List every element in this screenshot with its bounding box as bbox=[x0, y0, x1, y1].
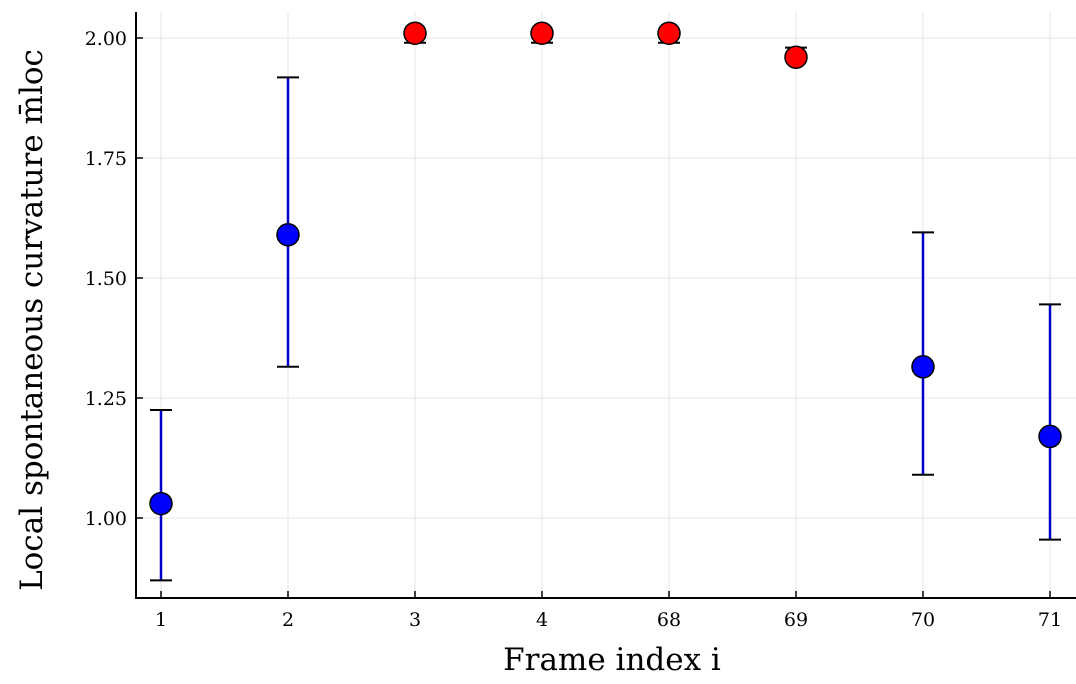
x-tick-label: 69 bbox=[784, 609, 808, 631]
data-points bbox=[149, 21, 1062, 516]
x-tick-labels: 1 2 3 4 68 69 70 71 bbox=[155, 591, 1062, 631]
x-tick-label: 1 bbox=[155, 609, 167, 631]
y-tick-label: 1.50 bbox=[85, 268, 127, 290]
y-axis-title: Local spontaneous curvature m̄loc bbox=[14, 49, 50, 591]
x-axis-title: Frame index i bbox=[503, 642, 721, 678]
x-tick-label: 71 bbox=[1038, 609, 1062, 631]
error-bar bbox=[1039, 303, 1061, 541]
x-tick-label: 68 bbox=[657, 609, 681, 631]
error-bar bbox=[912, 231, 934, 476]
data-point bbox=[911, 355, 935, 379]
data-point bbox=[149, 491, 173, 516]
data-point bbox=[784, 45, 808, 69]
data-point bbox=[276, 223, 300, 247]
x-tick-label: 70 bbox=[911, 609, 935, 631]
y-tick-label: 2.00 bbox=[85, 28, 127, 50]
x-tick-label: 2 bbox=[282, 609, 294, 631]
y-tick-labels: 1.00 1.25 1.50 1.75 2.00 bbox=[85, 28, 143, 530]
error-bars bbox=[150, 32, 1061, 582]
y-tick-label: 1.00 bbox=[85, 508, 127, 530]
error-bar bbox=[277, 76, 299, 368]
x-tick-label: 3 bbox=[409, 609, 421, 631]
data-point bbox=[530, 21, 554, 45]
y-tick-label: 1.75 bbox=[85, 148, 127, 170]
data-point bbox=[403, 21, 427, 45]
data-point bbox=[1038, 424, 1062, 449]
x-tick-label: 4 bbox=[536, 609, 548, 631]
axes bbox=[135, 12, 1076, 599]
y-tick-label: 1.25 bbox=[85, 388, 127, 410]
grid-lines bbox=[136, 12, 1076, 598]
data-point bbox=[657, 21, 681, 45]
